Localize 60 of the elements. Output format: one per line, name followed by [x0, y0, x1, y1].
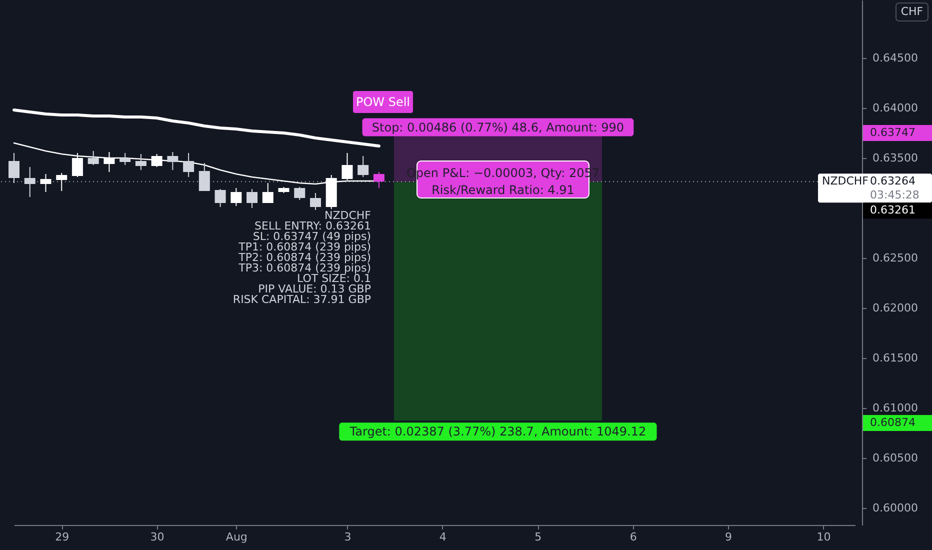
text: 03:45:28 [870, 188, 920, 202]
candlestick [104, 152, 115, 172]
text: 0.63264 [870, 174, 916, 188]
annotation: TP1: 0.60874 (239 pips) [238, 240, 371, 254]
x-tick-label: 5 [534, 530, 542, 544]
candlestick [198, 162, 210, 192]
candlestick [72, 152, 83, 178]
candlestick [24, 166, 36, 198]
y-tick-label: 0.62500 [872, 252, 918, 264]
candlestick [56, 172, 68, 192]
candlestick [373, 172, 384, 188]
annotation: SELL ENTRY: 0.63261 [254, 220, 371, 232]
candlestick [342, 152, 353, 180]
annotation: TP2: 0.60874 (239 pips) [238, 251, 371, 264]
annotation: POW Sell [356, 95, 410, 109]
candlestick [88, 150, 99, 166]
candlestick [214, 188, 226, 208]
band-label: Stop: 0.00486 (0.77%) 48.6, Amount: 990 [372, 120, 624, 134]
x-tick-label: 10 [816, 530, 831, 544]
annotation: LOT SIZE: 0.1 [296, 272, 371, 285]
x-tick-label: 3 [344, 530, 352, 544]
candlestick [151, 154, 162, 168]
y-tick-label: 0.60500 [872, 452, 918, 464]
x-tick-label: Aug [226, 530, 248, 544]
x-tick-label: 29 [55, 530, 70, 544]
annotation: SL: 0.63747 (49 pips) [252, 230, 371, 243]
annotation: NZDCHF [324, 209, 371, 222]
text: 0.63747 [870, 126, 916, 139]
y-tick-label: 0.64500 [872, 52, 918, 64]
annotation: RISK CAPITAL: 37.91 GBP [232, 293, 372, 306]
annotation: Risk/Reward Ratio: 4.91 [432, 183, 574, 197]
ref-line-label: NZDCHF [822, 174, 869, 188]
y-tick-label: 0.61000 [872, 402, 918, 414]
y-tick-label: 0.64000 [872, 102, 918, 114]
candlestick [246, 188, 258, 208]
candlestick [40, 174, 52, 192]
annotation: TP3: 0.60874 (239 pips) [238, 262, 371, 274]
candlestick [310, 192, 321, 210]
candlestick [167, 152, 178, 170]
candlestick [135, 154, 146, 170]
text: 0.60874 [870, 416, 916, 429]
candlestick [230, 188, 242, 206]
candlestick [294, 186, 306, 200]
candlestick [358, 156, 369, 178]
text: CHF [900, 5, 924, 18]
candlestick [120, 152, 131, 166]
x-tick-label: 30 [150, 530, 164, 544]
x-tick-label: 6 [630, 530, 637, 544]
y-tick-label: 0.61500 [872, 352, 918, 364]
y-tick-label: 0.60000 [872, 502, 918, 514]
candlestick [183, 152, 194, 178]
y-tick-label: 0.62000 [872, 302, 918, 314]
text: 0.63261 [870, 204, 916, 217]
x-tick-label: 4 [439, 530, 446, 544]
band-label: Target: 0.02387 (3.77%) 238.7, Amount: 1049.12 [348, 424, 646, 439]
x-tick-label: 9 [725, 530, 732, 544]
candlestick [262, 182, 274, 204]
y-tick-label: 0.63500 [872, 152, 918, 164]
candlestick [8, 152, 20, 184]
annotation: PIP VALUE: 0.13 GBP [258, 282, 372, 296]
